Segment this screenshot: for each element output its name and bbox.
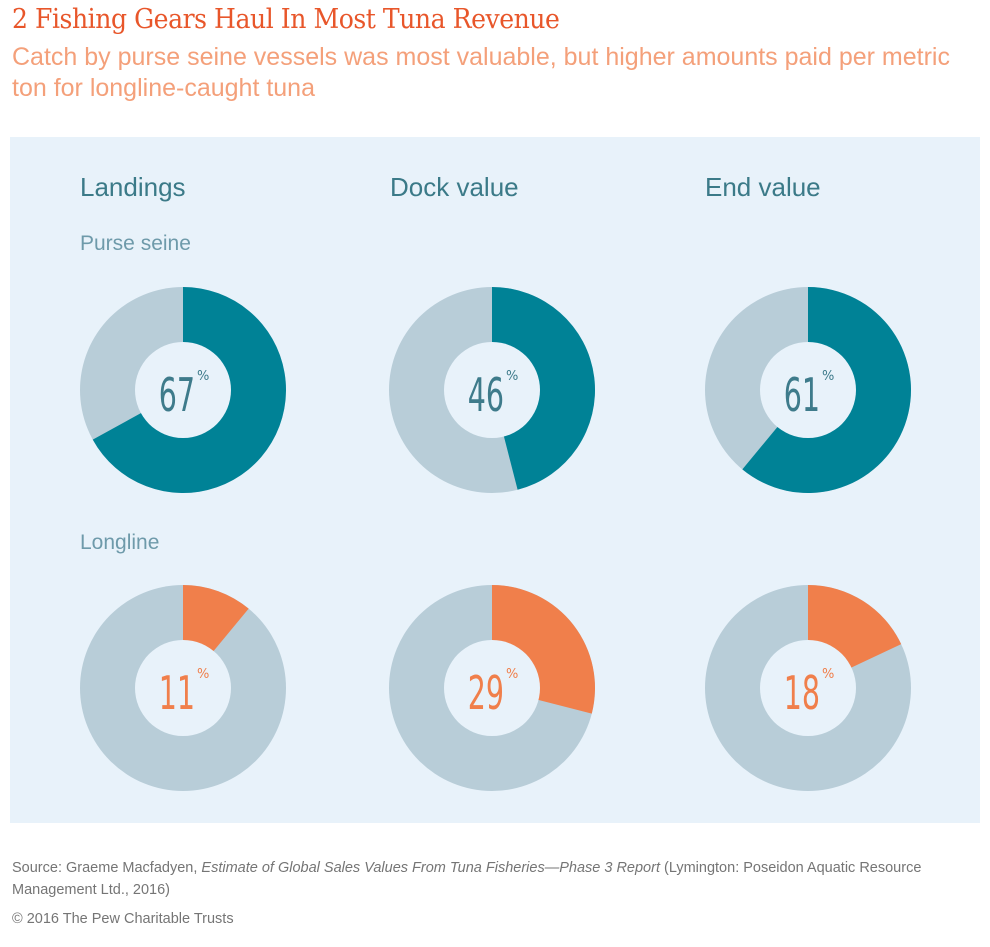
source-suffix: (Lymington: Poseidon Aquatic Resource Ma… <box>12 860 922 898</box>
donut-0-0: 67% <box>80 287 286 493</box>
donut-1-0: 11% <box>80 585 286 791</box>
donut-hole <box>135 342 231 438</box>
source-note: Source: Graeme Macfadyen, Estimate of Gl… <box>12 857 972 901</box>
chart-title: 2 Fishing Gears Haul In Most Tuna Revenu… <box>12 4 560 35</box>
donut-1-1: 29% <box>389 585 595 791</box>
donut-hole <box>444 342 540 438</box>
source-prefix: Source: Graeme Macfadyen, <box>12 860 202 876</box>
donut-value-label: 11 <box>159 667 195 721</box>
donut-hole <box>760 640 856 736</box>
source-title: Estimate of Global Sales Values From Tun… <box>201 860 660 876</box>
percent-sign: % <box>506 369 518 384</box>
donut-hole <box>444 640 540 736</box>
column-header-landings: Landings <box>80 172 186 202</box>
row-label-purse-seine: Purse seine <box>80 232 191 255</box>
donut-0-1: 46% <box>389 287 596 493</box>
copyright: © 2016 The Pew Charitable Trusts <box>12 911 234 927</box>
percent-sign: % <box>822 369 834 384</box>
donut-hole <box>760 342 856 438</box>
column-header-dock-value: Dock value <box>390 172 519 202</box>
donut-value-label: 67 <box>159 369 195 423</box>
donut-value-label: 29 <box>468 667 504 721</box>
donut-value-label: 18 <box>784 667 820 721</box>
percent-sign: % <box>506 667 518 682</box>
column-header-end-value: End value <box>705 172 821 202</box>
donut-value-label: 46 <box>468 369 504 423</box>
row-label-longline: Longline <box>80 531 159 554</box>
donut-0-2: 61% <box>705 287 912 493</box>
chart-subtitle: Catch by purse seine vessels was most va… <box>12 43 950 102</box>
donut-value-label: 61 <box>784 369 820 423</box>
donut-slice <box>492 287 596 490</box>
donut-hole <box>135 640 231 736</box>
donut-1-2: 18% <box>705 585 911 791</box>
percent-sign: % <box>822 667 834 682</box>
percent-sign: % <box>197 369 209 384</box>
percent-sign: % <box>197 667 209 682</box>
